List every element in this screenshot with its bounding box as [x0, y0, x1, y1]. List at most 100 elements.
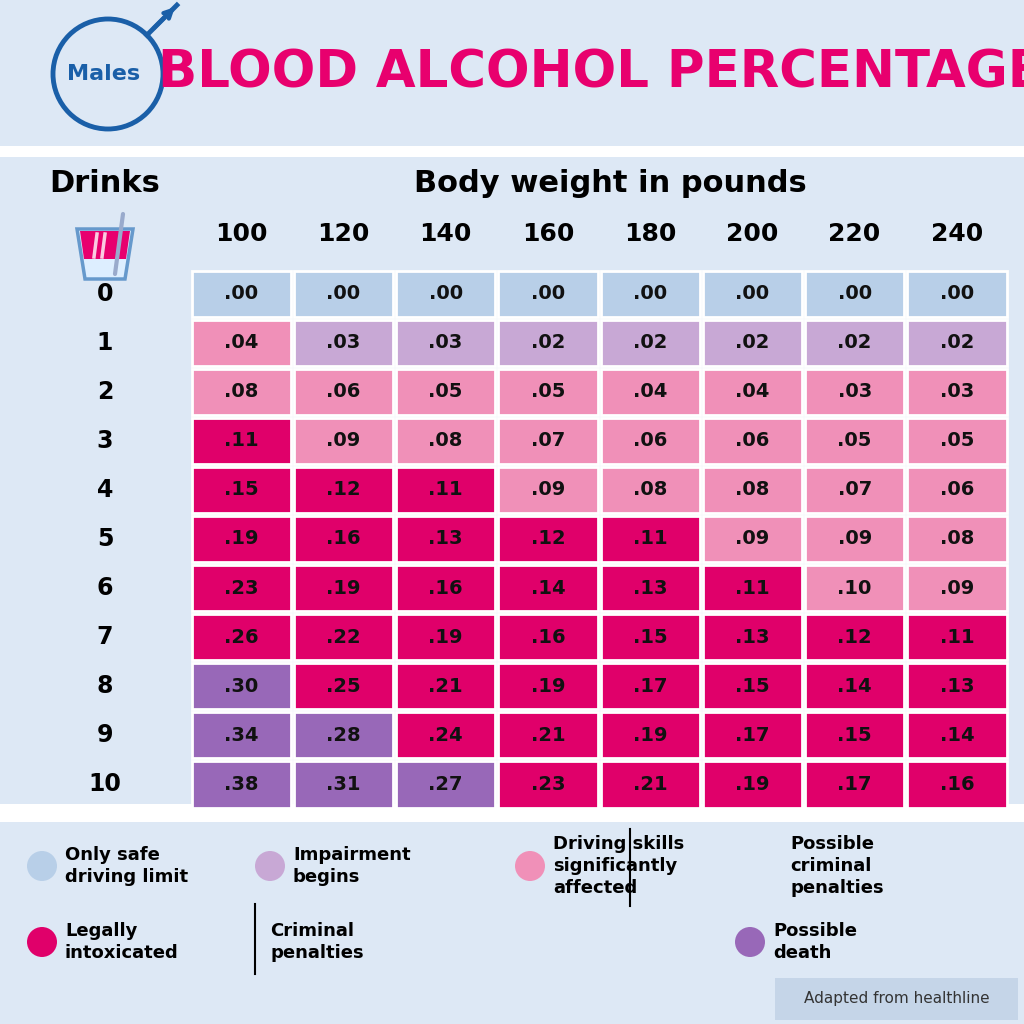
Text: .03: .03 — [327, 333, 360, 352]
FancyBboxPatch shape — [499, 614, 597, 660]
Text: .21: .21 — [633, 775, 668, 794]
FancyBboxPatch shape — [294, 762, 393, 808]
Text: .06: .06 — [327, 382, 360, 401]
FancyBboxPatch shape — [191, 418, 291, 464]
Text: .08: .08 — [735, 480, 770, 500]
FancyBboxPatch shape — [396, 516, 496, 562]
FancyBboxPatch shape — [396, 565, 496, 611]
FancyBboxPatch shape — [191, 565, 291, 611]
FancyBboxPatch shape — [907, 664, 1007, 710]
Text: .19: .19 — [428, 628, 463, 647]
Text: .15: .15 — [224, 480, 258, 500]
Text: 3: 3 — [96, 429, 114, 453]
Text: .11: .11 — [735, 579, 770, 598]
Text: .04: .04 — [224, 333, 258, 352]
Text: .24: .24 — [428, 726, 463, 744]
Text: .30: .30 — [224, 677, 258, 695]
FancyBboxPatch shape — [907, 270, 1007, 316]
Text: .11: .11 — [224, 431, 258, 451]
Text: Adapted from healthline: Adapted from healthline — [804, 991, 989, 1007]
Text: .00: .00 — [940, 284, 974, 303]
Text: 240: 240 — [931, 222, 983, 246]
FancyBboxPatch shape — [702, 270, 802, 316]
FancyBboxPatch shape — [702, 516, 802, 562]
Text: .19: .19 — [224, 529, 258, 549]
Text: .11: .11 — [428, 480, 463, 500]
FancyBboxPatch shape — [294, 713, 393, 759]
Text: .21: .21 — [428, 677, 463, 695]
Text: .16: .16 — [326, 529, 360, 549]
Text: .00: .00 — [530, 284, 565, 303]
FancyBboxPatch shape — [702, 762, 802, 808]
FancyBboxPatch shape — [396, 369, 496, 415]
Text: .14: .14 — [838, 677, 872, 695]
Text: .02: .02 — [940, 333, 974, 352]
FancyBboxPatch shape — [907, 369, 1007, 415]
Text: .38: .38 — [224, 775, 258, 794]
FancyBboxPatch shape — [907, 516, 1007, 562]
FancyBboxPatch shape — [396, 614, 496, 660]
Text: .08: .08 — [428, 431, 463, 451]
Text: Males: Males — [68, 63, 140, 84]
Text: 9: 9 — [96, 723, 114, 748]
Text: 4: 4 — [97, 478, 114, 502]
FancyBboxPatch shape — [805, 762, 904, 808]
FancyBboxPatch shape — [775, 978, 1018, 1020]
FancyBboxPatch shape — [191, 516, 291, 562]
Text: .02: .02 — [530, 333, 565, 352]
Circle shape — [27, 851, 57, 881]
Text: .04: .04 — [633, 382, 668, 401]
Text: .12: .12 — [326, 480, 360, 500]
Text: .07: .07 — [530, 431, 565, 451]
FancyBboxPatch shape — [499, 664, 597, 710]
Text: .19: .19 — [735, 775, 770, 794]
Text: .09: .09 — [940, 579, 974, 598]
Text: .13: .13 — [735, 628, 770, 647]
Circle shape — [515, 851, 545, 881]
Text: .31: .31 — [326, 775, 360, 794]
FancyBboxPatch shape — [907, 565, 1007, 611]
Text: .16: .16 — [428, 579, 463, 598]
Text: .11: .11 — [940, 628, 974, 647]
Text: 100: 100 — [215, 222, 267, 246]
Text: .05: .05 — [838, 431, 871, 451]
Text: .14: .14 — [940, 726, 974, 744]
FancyBboxPatch shape — [600, 516, 699, 562]
Text: .17: .17 — [735, 726, 770, 744]
Text: .13: .13 — [428, 529, 463, 549]
Text: .34: .34 — [224, 726, 258, 744]
Text: .06: .06 — [735, 431, 770, 451]
Text: Possible
death: Possible death — [773, 922, 857, 963]
FancyBboxPatch shape — [499, 713, 597, 759]
FancyBboxPatch shape — [499, 418, 597, 464]
FancyBboxPatch shape — [600, 319, 699, 366]
FancyBboxPatch shape — [907, 614, 1007, 660]
FancyBboxPatch shape — [396, 270, 496, 316]
Text: .08: .08 — [224, 382, 258, 401]
FancyBboxPatch shape — [907, 418, 1007, 464]
FancyBboxPatch shape — [702, 664, 802, 710]
FancyBboxPatch shape — [702, 467, 802, 513]
Polygon shape — [77, 229, 133, 279]
FancyBboxPatch shape — [702, 319, 802, 366]
FancyBboxPatch shape — [702, 713, 802, 759]
Text: 120: 120 — [317, 222, 370, 246]
Text: 8: 8 — [96, 674, 114, 698]
Text: .28: .28 — [326, 726, 360, 744]
FancyBboxPatch shape — [805, 664, 904, 710]
Text: .27: .27 — [428, 775, 463, 794]
FancyBboxPatch shape — [396, 713, 496, 759]
Text: .00: .00 — [838, 284, 871, 303]
FancyBboxPatch shape — [805, 565, 904, 611]
Text: 2: 2 — [97, 380, 114, 403]
FancyBboxPatch shape — [191, 664, 291, 710]
Polygon shape — [80, 231, 130, 259]
Text: .03: .03 — [940, 382, 974, 401]
FancyBboxPatch shape — [907, 713, 1007, 759]
Text: .00: .00 — [633, 284, 668, 303]
FancyBboxPatch shape — [805, 516, 904, 562]
FancyBboxPatch shape — [600, 565, 699, 611]
Text: Body weight in pounds: Body weight in pounds — [414, 170, 806, 199]
FancyBboxPatch shape — [294, 369, 393, 415]
Text: .13: .13 — [940, 677, 974, 695]
